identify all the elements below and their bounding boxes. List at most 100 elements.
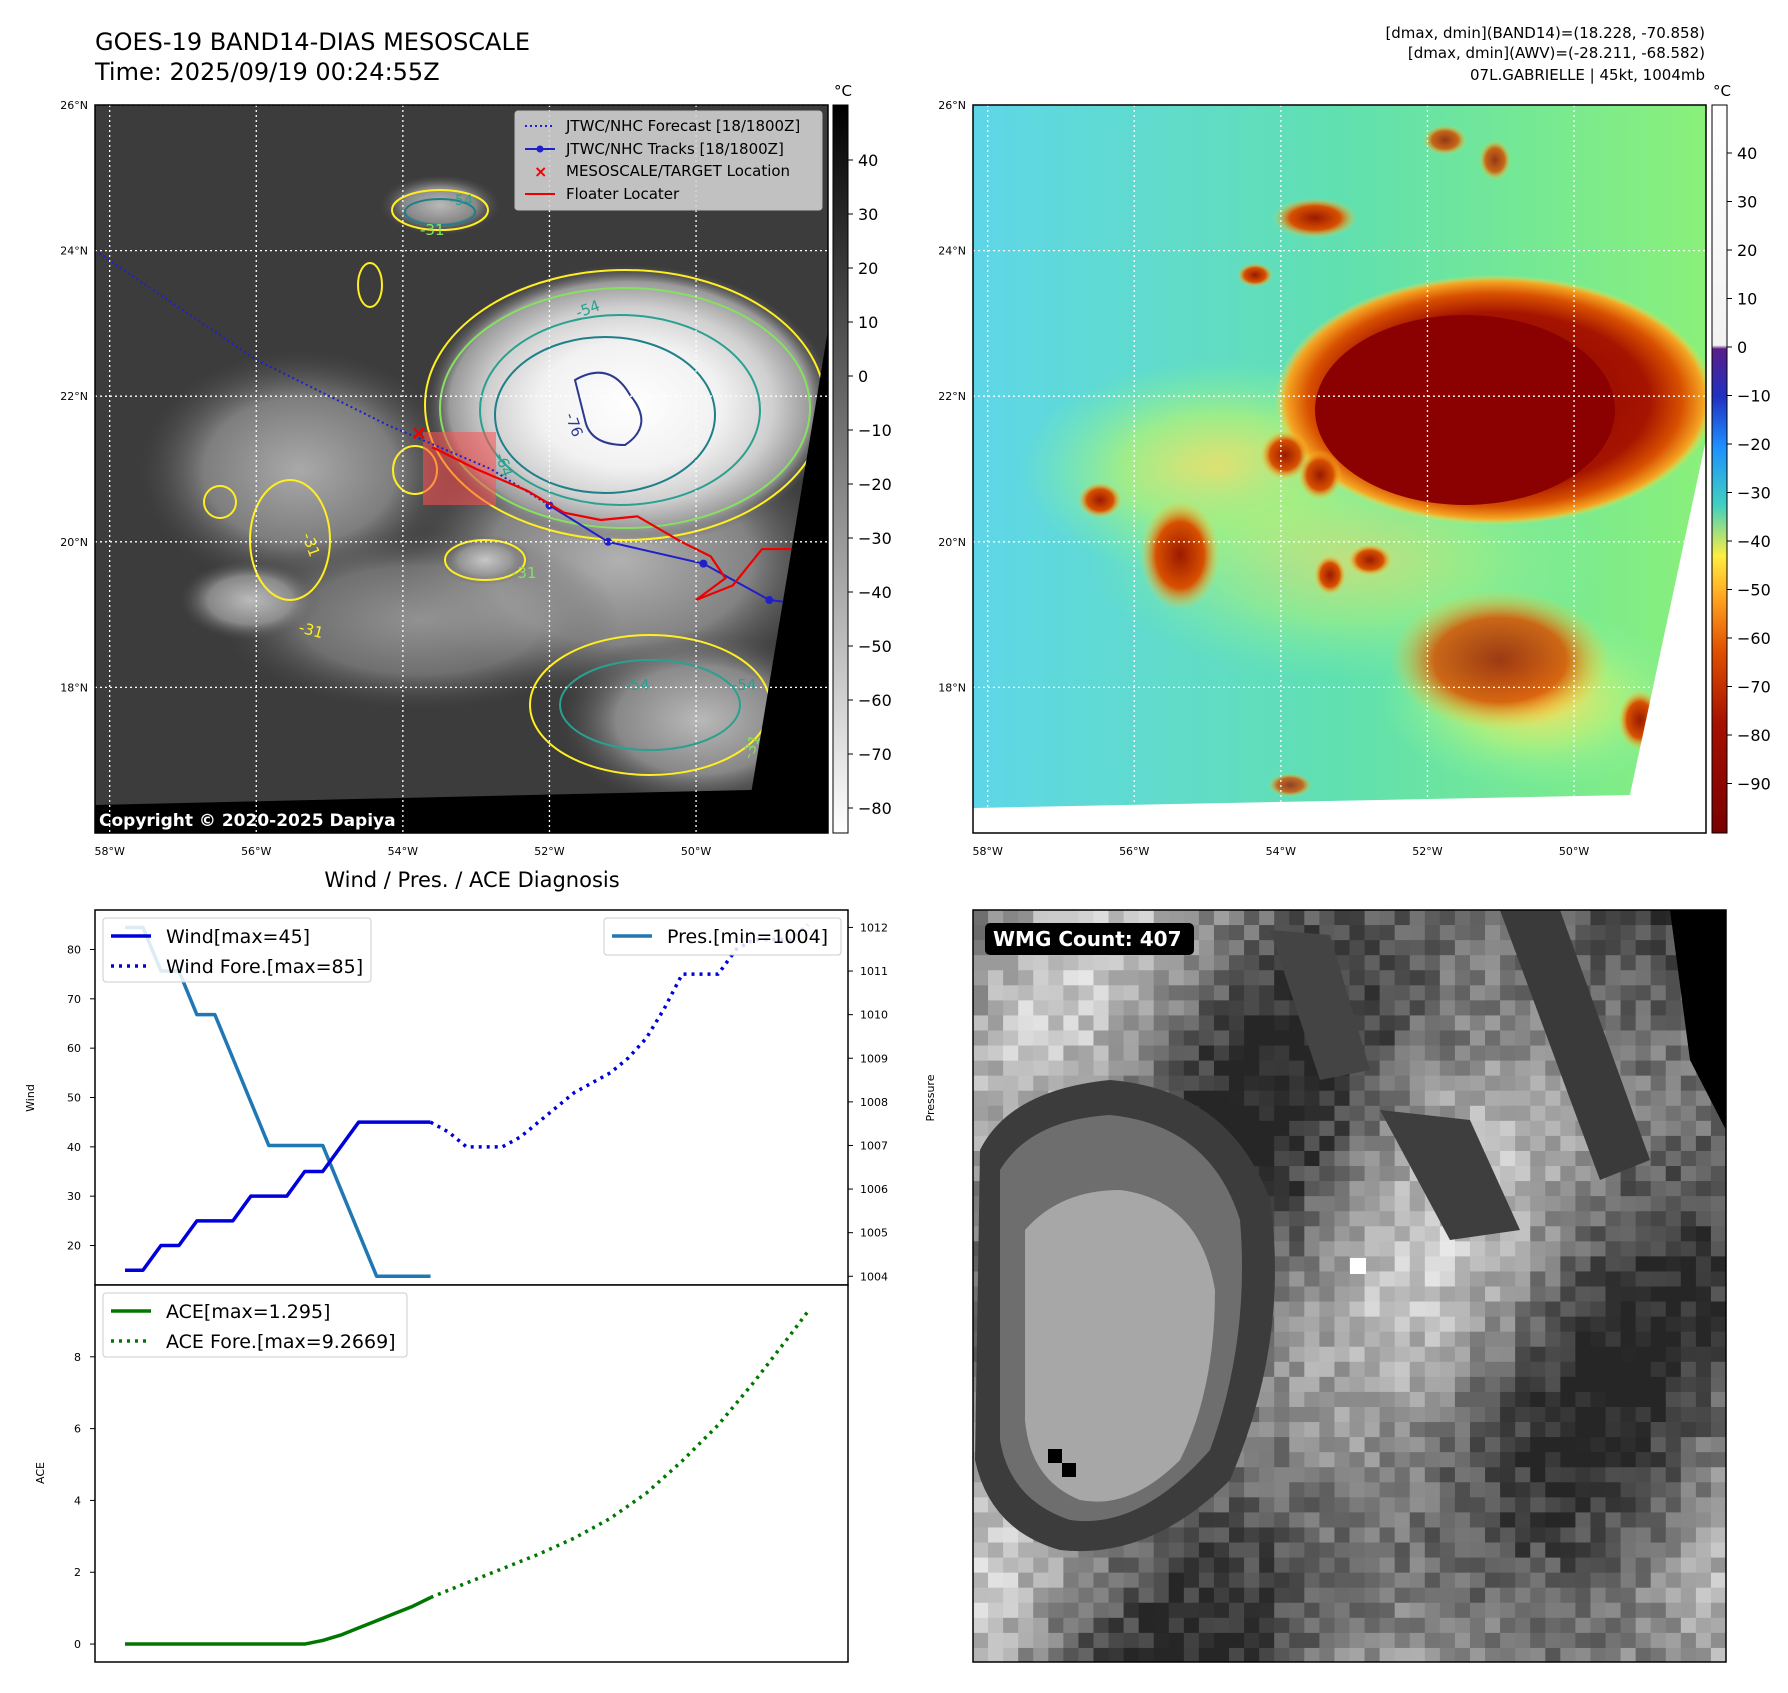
colorbar-tick-label: 30 — [1737, 193, 1757, 212]
ir-colorbar — [832, 104, 849, 834]
lat-tick-label: 26°N — [938, 99, 966, 112]
awv-gridlines — [973, 104, 1706, 833]
floater-locater-path — [431, 446, 828, 602]
lat-tick-label: 24°N — [60, 245, 88, 258]
y-tick-label: 1005 — [860, 1227, 888, 1240]
ace-axis-label: ACE — [34, 1462, 47, 1484]
colorbar-tick-label: 10 — [858, 313, 878, 332]
wind-series — [125, 1120, 431, 1272]
colorbar-tick-label: −10 — [858, 421, 892, 440]
y-tick-label: 60 — [67, 1042, 81, 1055]
lat-tick-label: 18°N — [938, 681, 966, 694]
y-tick-label: 1004 — [860, 1270, 888, 1283]
awv-map-panel: °C 403020100−10−20−30−40−50−60−70−80−90 … — [938, 82, 1771, 858]
lat-tick-label: 26°N — [60, 99, 88, 112]
lon-tick-label: 56°W — [241, 845, 271, 858]
ir-legend: JTWC/NHC Forecast [18/1800Z] JTWC/NHC Tr… — [514, 110, 823, 211]
diagnosis-panel: Wind / Pres. / ACE Diagnosis Wind Pressu… — [24, 868, 937, 1663]
ir-colorbar-unit: °C — [834, 82, 852, 100]
colorbar-tick-label: 40 — [1737, 144, 1757, 163]
lat-tick-label: 18°N — [60, 681, 88, 694]
colorbar-tick-label: −30 — [1737, 484, 1771, 503]
y-tick-label: 20 — [67, 1240, 81, 1253]
contour-label: -31 — [420, 221, 445, 239]
y-tick-label: 80 — [67, 943, 81, 956]
y-tick-label: 1012 — [860, 921, 888, 934]
awv-colorbar-ticks: 40 30 20 10 0 −10 −20 −30 −40 −50 −60 −70 −80 −90 — [1727, 144, 1771, 794]
y-tick-label: 4 — [74, 1494, 81, 1507]
floater-box — [423, 432, 496, 505]
colorbar-tick-label: −20 — [1737, 435, 1771, 454]
y-tick-label: 70 — [67, 993, 81, 1006]
colorbar-tick-label: −20 — [858, 475, 892, 494]
colorbar-tick-label: −10 — [1737, 387, 1771, 406]
info-storm: 07L.GABRIELLE | 45kt, 1004mb — [1470, 66, 1705, 84]
contour-label: -54 — [732, 676, 757, 694]
y-tick-label: 1008 — [860, 1096, 888, 1109]
y-tick-label: 50 — [67, 1092, 81, 1105]
colorbar-tick-label: −70 — [858, 745, 892, 764]
track-point — [765, 596, 774, 605]
legend-forecast: JTWC/NHC Forecast [18/1800Z] — [565, 117, 800, 135]
lon-tick-label: 52°W — [1412, 845, 1442, 858]
colorbar-tick-label: −90 — [1737, 775, 1771, 794]
target-marker: × — [411, 421, 428, 445]
copyright-label: Copyright © 2020-2025 Dapiya — [99, 811, 396, 831]
y-tick-label: 30 — [67, 1190, 81, 1203]
main-title: GOES-19 BAND14-DIAS MESOSCALE — [95, 28, 530, 56]
track-point — [699, 559, 708, 568]
legend-wind-forecast: Wind Fore.[max=85] — [166, 956, 363, 978]
ace-forecast-series — [429, 1310, 810, 1600]
wind-ticks: 80 70 60 50 40 30 20 — [67, 943, 95, 1253]
lon-tick-label: 58°W — [972, 845, 1002, 858]
y-tick-label: 1007 — [860, 1139, 888, 1152]
lon-tick-label: 58°W — [94, 845, 124, 858]
track-point — [604, 537, 613, 546]
legend-floater: Floater Locater — [566, 185, 680, 203]
lon-tick-label: 56°W — [1119, 845, 1149, 858]
ace-ticks: 8 6 4 2 0 — [74, 1351, 95, 1651]
y-tick-label: 6 — [74, 1423, 81, 1436]
ace-series — [125, 1595, 432, 1646]
colorbar-tick-label: 30 — [858, 205, 878, 224]
legend-target: MESOSCALE/TARGET Location — [566, 162, 790, 180]
legend-ace-forecast: ACE Fore.[max=9.2669] — [166, 1331, 396, 1353]
colorbar-tick-label: −80 — [858, 799, 892, 818]
y-tick-label: 40 — [67, 1141, 81, 1154]
ace-legend: ACE[max=1.295] ACE Fore.[max=9.2669] — [102, 1292, 408, 1358]
colorbar-tick-label: −50 — [1737, 581, 1771, 600]
ir-axis-labels: 26°N 24°N 22°N 20°N 18°N 58°W 56°W 54°W 52°W 50°W — [60, 99, 711, 858]
colorbar-tick-label: 0 — [858, 367, 868, 386]
lat-tick-label: 22°N — [60, 390, 88, 403]
wmg-count-label: WMG Count: 407 — [993, 927, 1182, 951]
legend-ace: ACE[max=1.295] — [166, 1301, 330, 1323]
lon-tick-label: 52°W — [534, 845, 564, 858]
contour-label: -31 — [512, 564, 537, 582]
y-tick-label: 1011 — [860, 965, 888, 978]
wind-legend: Wind[max=45] Wind Fore.[max=85] — [102, 917, 372, 983]
pressure-legend: Pres.[min=1004] — [603, 917, 842, 956]
contour-label: -31 — [297, 618, 325, 642]
awv-axis-labels: 26°N 24°N 22°N 20°N 18°N 58°W 56°W 54°W 52°W 50°W — [938, 99, 1589, 858]
colorbar-tick-label: 10 — [1737, 290, 1757, 309]
contour-label: -54 — [625, 676, 650, 694]
lon-tick-label: 50°W — [681, 845, 711, 858]
lat-tick-label: 24°N — [938, 245, 966, 258]
info-band14: [dmax, dmin](BAND14)=(18.228, -70.858) — [1385, 24, 1705, 42]
lon-tick-label: 54°W — [388, 845, 418, 858]
lat-tick-label: 20°N — [938, 536, 966, 549]
awv-colorbar-unit: °C — [1713, 82, 1731, 100]
colorbar-tick-label: −40 — [1737, 532, 1771, 551]
y-tick-label: 1010 — [860, 1009, 888, 1022]
colorbar-tick-label: −30 — [858, 529, 892, 548]
colorbar-tick-label: −50 — [858, 637, 892, 656]
y-tick-label: 2 — [74, 1566, 81, 1579]
colorbar-tick-label: −80 — [1737, 726, 1771, 745]
y-tick-label: 1009 — [860, 1052, 888, 1065]
colorbar-tick-label: 0 — [1737, 338, 1747, 357]
pressure-ticks: 1012 1011 1010 1009 1008 1007 1006 1005 1004 — [848, 921, 888, 1283]
info-awv: [dmax, dmin](AWV)=(-28.211, -68.582) — [1408, 44, 1705, 62]
wmg-panel: WMG Count: 407 — [972, 909, 1727, 1663]
colorbar-tick-label: 20 — [1737, 241, 1757, 260]
